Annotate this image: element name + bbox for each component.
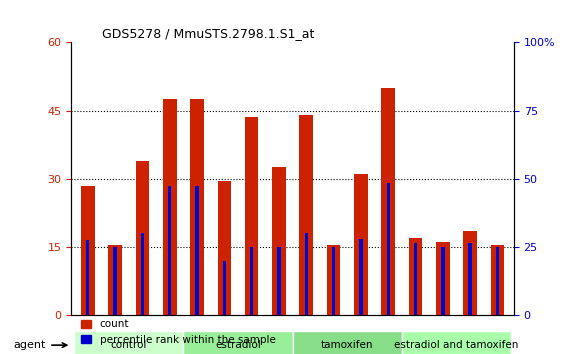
Bar (190, 99, 204, 315)
Bar (468, 243, 472, 315)
Legend: count, percentile rank within the sample: count, percentile rank within the sample (77, 315, 280, 349)
Text: control: control (111, 340, 147, 350)
Bar (441, 247, 445, 315)
Text: tamoxifen: tamoxifen (321, 340, 373, 350)
Text: estradiol: estradiol (215, 340, 261, 350)
Bar (81, 185, 95, 315)
Bar (409, 238, 423, 315)
Bar (168, 185, 171, 315)
Bar (463, 231, 477, 315)
Bar (332, 247, 335, 315)
Bar (278, 247, 281, 315)
FancyBboxPatch shape (402, 331, 511, 354)
Text: estradiol and tamoxifen: estradiol and tamoxifen (395, 340, 518, 350)
Bar (436, 242, 450, 315)
Text: GDS5278 / MmuSTS.2798.1.S1_at: GDS5278 / MmuSTS.2798.1.S1_at (102, 27, 315, 40)
FancyBboxPatch shape (74, 331, 183, 354)
Bar (223, 261, 226, 315)
Bar (250, 247, 254, 315)
Bar (490, 245, 504, 315)
Bar (327, 245, 340, 315)
Bar (272, 167, 286, 315)
Bar (135, 161, 149, 315)
Bar (245, 118, 259, 315)
Bar (304, 233, 308, 315)
Bar (359, 239, 363, 315)
Bar (354, 174, 368, 315)
Bar (86, 240, 90, 315)
Bar (387, 183, 390, 315)
Bar (140, 233, 144, 315)
Bar (496, 247, 499, 315)
Bar (381, 88, 395, 315)
Bar (414, 243, 417, 315)
Text: agent: agent (14, 340, 67, 350)
Bar (163, 99, 176, 315)
FancyBboxPatch shape (292, 331, 402, 354)
FancyBboxPatch shape (183, 331, 292, 354)
Bar (218, 181, 231, 315)
Bar (299, 115, 313, 315)
Bar (108, 245, 122, 315)
Bar (114, 247, 117, 315)
Bar (195, 185, 199, 315)
